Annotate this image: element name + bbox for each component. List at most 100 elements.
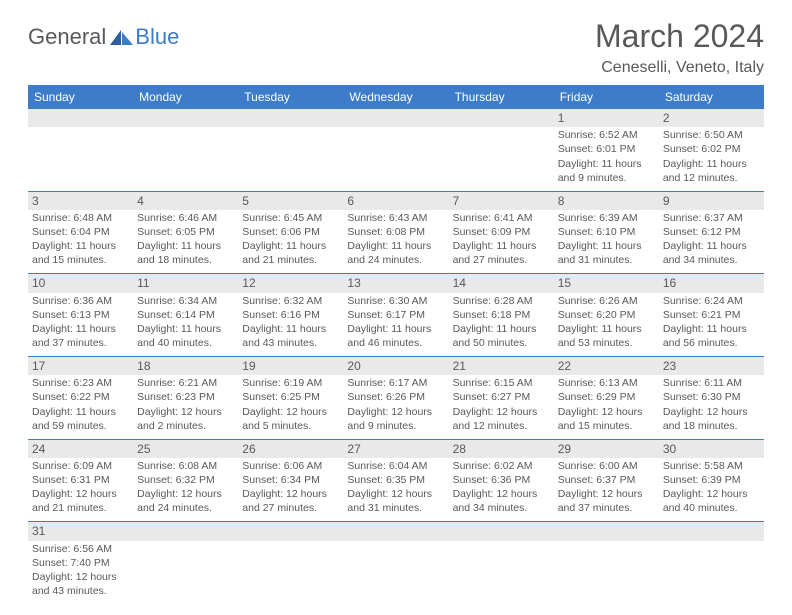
daynum-row: 3456789: [28, 191, 764, 210]
day-data-cell: Sunrise: 5:58 AMSunset: 6:39 PMDaylight:…: [659, 458, 764, 522]
day-header-row: SundayMondayTuesdayWednesdayThursdayFrid…: [28, 85, 764, 109]
day-data-cell: Sunrise: 6:15 AMSunset: 6:27 PMDaylight:…: [449, 375, 554, 439]
day-number-cell: 4: [133, 191, 238, 210]
day-number-cell: 7: [449, 191, 554, 210]
day-content: Sunrise: 6:37 AMSunset: 6:12 PMDaylight:…: [663, 211, 760, 268]
day-content: Sunrise: 6:06 AMSunset: 6:34 PMDaylight:…: [242, 459, 339, 516]
day-content: Sunrise: 6:41 AMSunset: 6:09 PMDaylight:…: [453, 211, 550, 268]
day-number-cell: [659, 522, 764, 541]
day-data-cell: [343, 127, 448, 191]
day-content: Sunrise: 6:08 AMSunset: 6:32 PMDaylight:…: [137, 459, 234, 516]
day-content: Sunrise: 6:39 AMSunset: 6:10 PMDaylight:…: [558, 211, 655, 268]
day-number-cell: 30: [659, 439, 764, 458]
daynum-row: 12: [28, 109, 764, 127]
day-number-cell: [449, 522, 554, 541]
day-number-cell: 24: [28, 439, 133, 458]
day-content: Sunrise: 6:28 AMSunset: 6:18 PMDaylight:…: [453, 294, 550, 351]
calendar-table: SundayMondayTuesdayWednesdayThursdayFrid…: [28, 85, 764, 605]
calendar-thead: SundayMondayTuesdayWednesdayThursdayFrid…: [28, 85, 764, 109]
day-data-cell: Sunrise: 6:00 AMSunset: 6:37 PMDaylight:…: [554, 458, 659, 522]
day-data-cell: Sunrise: 6:19 AMSunset: 6:25 PMDaylight:…: [238, 375, 343, 439]
day-content: Sunrise: 6:24 AMSunset: 6:21 PMDaylight:…: [663, 294, 760, 351]
day-data-cell: Sunrise: 6:36 AMSunset: 6:13 PMDaylight:…: [28, 293, 133, 357]
day-data-cell: [238, 541, 343, 605]
day-content: Sunrise: 6:50 AMSunset: 6:02 PMDaylight:…: [663, 128, 760, 185]
day-content: Sunrise: 6:02 AMSunset: 6:36 PMDaylight:…: [453, 459, 550, 516]
day-number-cell: 25: [133, 439, 238, 458]
day-data-cell: Sunrise: 6:26 AMSunset: 6:20 PMDaylight:…: [554, 293, 659, 357]
day-number-cell: [449, 109, 554, 127]
day-data-cell: Sunrise: 6:06 AMSunset: 6:34 PMDaylight:…: [238, 458, 343, 522]
day-content: Sunrise: 6:13 AMSunset: 6:29 PMDaylight:…: [558, 376, 655, 433]
day-content: Sunrise: 6:52 AMSunset: 6:01 PMDaylight:…: [558, 128, 655, 185]
day-number-cell: 14: [449, 274, 554, 293]
day-content: Sunrise: 6:04 AMSunset: 6:35 PMDaylight:…: [347, 459, 444, 516]
day-data-cell: [659, 541, 764, 605]
day-number-cell: [554, 522, 659, 541]
calendar-page: General Blue March 2024 Ceneselli, Venet…: [0, 0, 792, 615]
day-content: Sunrise: 6:17 AMSunset: 6:26 PMDaylight:…: [347, 376, 444, 433]
day-data-cell: Sunrise: 6:39 AMSunset: 6:10 PMDaylight:…: [554, 210, 659, 274]
day-number-cell: 21: [449, 357, 554, 376]
day-content: Sunrise: 6:56 AMSunset: 7:40 PMDaylight:…: [32, 542, 129, 599]
day-header: Tuesday: [238, 85, 343, 109]
logo: General Blue: [28, 24, 179, 50]
data-row: Sunrise: 6:09 AMSunset: 6:31 PMDaylight:…: [28, 458, 764, 522]
day-content: Sunrise: 6:11 AMSunset: 6:30 PMDaylight:…: [663, 376, 760, 433]
daynum-row: 10111213141516: [28, 274, 764, 293]
day-content: Sunrise: 6:00 AMSunset: 6:37 PMDaylight:…: [558, 459, 655, 516]
page-header: General Blue March 2024 Ceneselli, Venet…: [28, 18, 764, 77]
day-data-cell: Sunrise: 6:24 AMSunset: 6:21 PMDaylight:…: [659, 293, 764, 357]
day-data-cell: [343, 541, 448, 605]
day-number-cell: 13: [343, 274, 448, 293]
day-data-cell: [133, 127, 238, 191]
day-number-cell: [133, 522, 238, 541]
day-number-cell: [238, 522, 343, 541]
day-data-cell: Sunrise: 6:23 AMSunset: 6:22 PMDaylight:…: [28, 375, 133, 439]
day-number-cell: 2: [659, 109, 764, 127]
day-data-cell: [28, 127, 133, 191]
day-content: Sunrise: 6:34 AMSunset: 6:14 PMDaylight:…: [137, 294, 234, 351]
day-header: Sunday: [28, 85, 133, 109]
day-data-cell: Sunrise: 6:48 AMSunset: 6:04 PMDaylight:…: [28, 210, 133, 274]
day-header: Saturday: [659, 85, 764, 109]
data-row: Sunrise: 6:36 AMSunset: 6:13 PMDaylight:…: [28, 293, 764, 357]
day-number-cell: 9: [659, 191, 764, 210]
day-data-cell: Sunrise: 6:41 AMSunset: 6:09 PMDaylight:…: [449, 210, 554, 274]
day-data-cell: [449, 541, 554, 605]
day-data-cell: Sunrise: 6:21 AMSunset: 6:23 PMDaylight:…: [133, 375, 238, 439]
day-data-cell: Sunrise: 6:34 AMSunset: 6:14 PMDaylight:…: [133, 293, 238, 357]
day-number-cell: [343, 109, 448, 127]
day-data-cell: Sunrise: 6:02 AMSunset: 6:36 PMDaylight:…: [449, 458, 554, 522]
day-data-cell: Sunrise: 6:17 AMSunset: 6:26 PMDaylight:…: [343, 375, 448, 439]
day-number-cell: 29: [554, 439, 659, 458]
sail-icon: [108, 26, 134, 44]
day-data-cell: Sunrise: 6:28 AMSunset: 6:18 PMDaylight:…: [449, 293, 554, 357]
day-number-cell: [133, 109, 238, 127]
day-data-cell: [238, 127, 343, 191]
day-number-cell: [28, 109, 133, 127]
day-data-cell: [449, 127, 554, 191]
day-header: Wednesday: [343, 85, 448, 109]
data-row: Sunrise: 6:52 AMSunset: 6:01 PMDaylight:…: [28, 127, 764, 191]
day-number-cell: 28: [449, 439, 554, 458]
day-number-cell: 1: [554, 109, 659, 127]
day-number-cell: [238, 109, 343, 127]
data-row: Sunrise: 6:48 AMSunset: 6:04 PMDaylight:…: [28, 210, 764, 274]
day-number-cell: 6: [343, 191, 448, 210]
day-data-cell: Sunrise: 6:43 AMSunset: 6:08 PMDaylight:…: [343, 210, 448, 274]
data-row: Sunrise: 6:23 AMSunset: 6:22 PMDaylight:…: [28, 375, 764, 439]
daynum-row: 31: [28, 522, 764, 541]
day-data-cell: Sunrise: 6:13 AMSunset: 6:29 PMDaylight:…: [554, 375, 659, 439]
day-content: Sunrise: 6:46 AMSunset: 6:05 PMDaylight:…: [137, 211, 234, 268]
day-header: Monday: [133, 85, 238, 109]
day-content: Sunrise: 6:30 AMSunset: 6:17 PMDaylight:…: [347, 294, 444, 351]
day-number-cell: 18: [133, 357, 238, 376]
day-number-cell: 10: [28, 274, 133, 293]
day-content: Sunrise: 5:58 AMSunset: 6:39 PMDaylight:…: [663, 459, 760, 516]
day-number-cell: 12: [238, 274, 343, 293]
day-data-cell: Sunrise: 6:30 AMSunset: 6:17 PMDaylight:…: [343, 293, 448, 357]
logo-text-1: General: [28, 24, 106, 50]
day-data-cell: Sunrise: 6:45 AMSunset: 6:06 PMDaylight:…: [238, 210, 343, 274]
day-number-cell: 16: [659, 274, 764, 293]
